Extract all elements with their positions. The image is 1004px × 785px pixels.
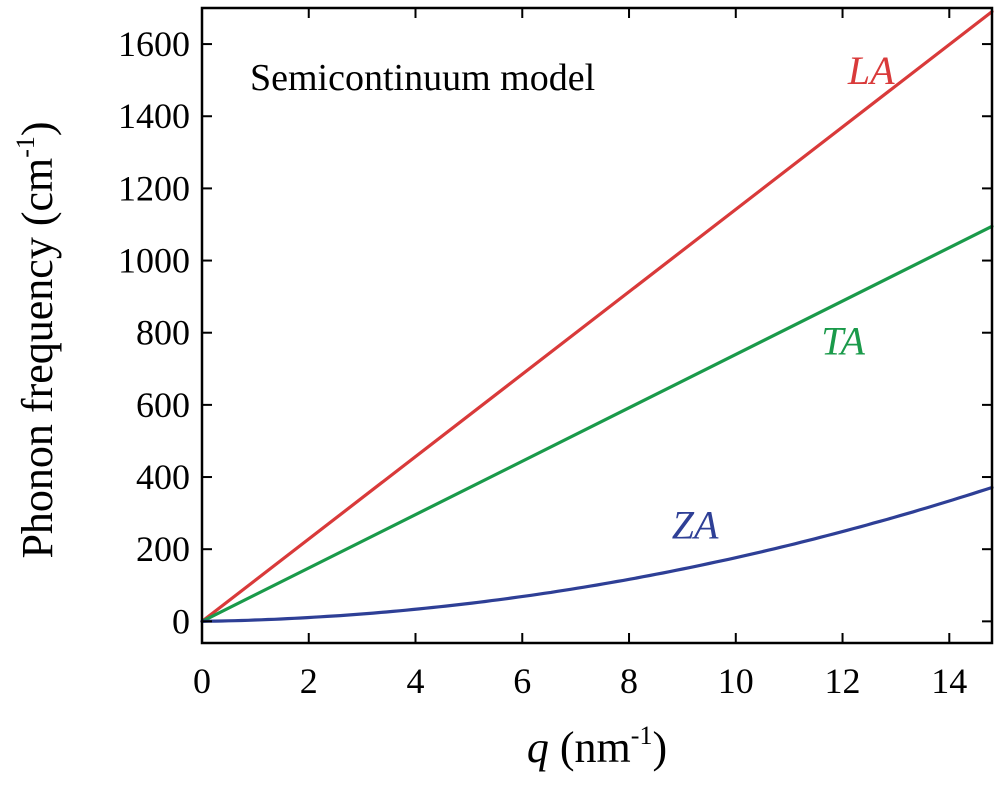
x-tick-label: 6 bbox=[513, 661, 531, 701]
y-tick-label: 600 bbox=[136, 385, 190, 425]
series-label-la: LA bbox=[847, 48, 895, 93]
y-tick-label: 400 bbox=[136, 457, 190, 497]
series-line-za bbox=[200, 485, 994, 624]
y-axis-text: Phonon frequency (cm bbox=[13, 158, 62, 559]
y-tick-label: 200 bbox=[136, 529, 190, 569]
x-tick-label: 14 bbox=[931, 661, 967, 701]
x-tick-label: 0 bbox=[193, 661, 211, 701]
ticks-layer: 0 2 4 6 8 10 12 14 0 200 400 600 800 1000 1200 1400 1600 bbox=[118, 8, 992, 701]
y-axis-sup: -1 bbox=[11, 136, 40, 158]
y-tick-label: 1000 bbox=[118, 241, 190, 281]
y-tick-label: 0 bbox=[172, 601, 190, 641]
y-axis-title: Phonon frequency (cm-1) bbox=[11, 121, 62, 558]
series-label-ta: TA bbox=[821, 318, 865, 363]
x-axis-unit-prefix: (nm bbox=[549, 723, 631, 772]
x-axis-unit-suffix: ) bbox=[652, 723, 667, 772]
plot-frame bbox=[200, 6, 994, 645]
y-tick-label: 1600 bbox=[118, 24, 190, 64]
series-line-ta bbox=[200, 224, 994, 624]
x-tick-label: 2 bbox=[300, 661, 318, 701]
chart-annotation: Semicontinuum model bbox=[250, 57, 595, 99]
y-tick-label: 1400 bbox=[118, 96, 190, 136]
x-axis-symbol: q bbox=[527, 723, 549, 772]
x-tick-label: 12 bbox=[825, 661, 861, 701]
y-tick-label: 1200 bbox=[118, 168, 190, 208]
x-tick-label: 4 bbox=[407, 661, 425, 701]
series-line-la bbox=[200, 10, 994, 624]
x-axis-unit-sup: -1 bbox=[631, 721, 653, 750]
x-tick-label: 8 bbox=[620, 661, 638, 701]
y-tick-label: 800 bbox=[136, 313, 190, 353]
series-layer bbox=[200, 10, 994, 624]
series-label-za: ZA bbox=[672, 502, 719, 547]
x-axis-title: q (nm-1) bbox=[527, 721, 667, 772]
y-axis-suffix: ) bbox=[13, 121, 62, 136]
x-tick-label: 10 bbox=[718, 661, 754, 701]
labels-layer: LA TA ZA bbox=[672, 48, 895, 548]
